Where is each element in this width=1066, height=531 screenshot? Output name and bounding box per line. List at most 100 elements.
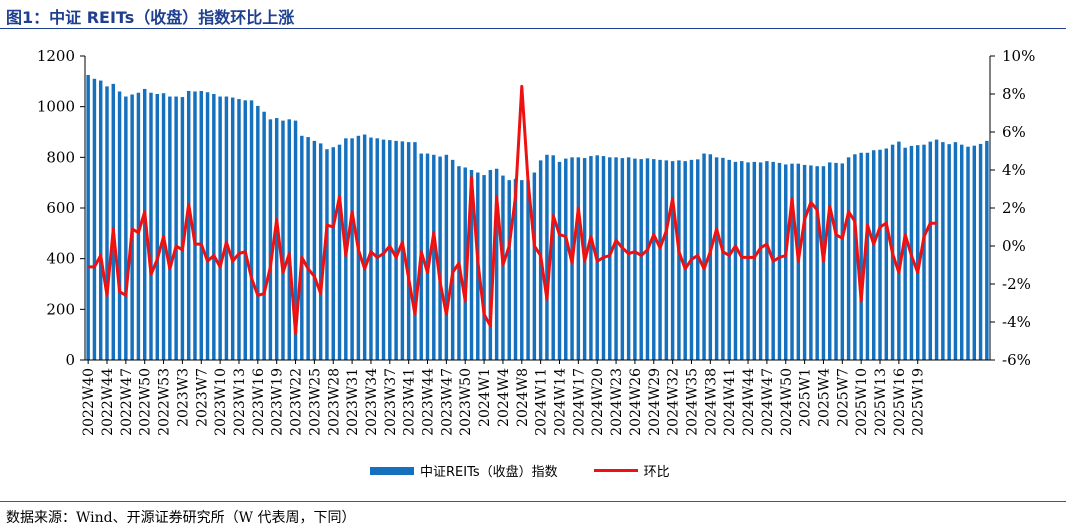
bar-7 [130, 94, 134, 360]
bar-85 [620, 158, 625, 360]
bar-52 [413, 142, 417, 360]
x-tick-label-13: 2023W28 [326, 368, 342, 436]
bar-139 [959, 144, 964, 360]
bar-124 [865, 152, 870, 360]
bar-63 [482, 175, 486, 360]
x-tick-label-10: 2023W19 [270, 368, 286, 436]
bar-10 [149, 92, 153, 360]
source-note: 数据来源：Wind、开源证券研究所（W 代表周，下同） [6, 510, 356, 526]
bar-18 [199, 90, 203, 361]
x-tick-label-25: 2024W14 [553, 368, 569, 436]
bar-107 [758, 162, 763, 360]
bar-2 [98, 80, 103, 360]
bar-76 [564, 158, 568, 360]
line-layer [88, 84, 937, 335]
x-tick-label-6: 2023W7 [194, 368, 210, 427]
bar-127 [884, 148, 889, 360]
bar-134 [928, 141, 933, 360]
x-tick-label-12: 2023W25 [307, 368, 323, 436]
bar-86 [626, 157, 631, 360]
x-tick-label-34: 2024W41 [722, 368, 738, 436]
bar-99 [708, 154, 713, 360]
x-tick-label-5: 2023W3 [175, 368, 191, 427]
bar-34 [300, 135, 304, 360]
bar-102 [727, 159, 731, 360]
bar-133 [922, 144, 926, 360]
bar-27 [256, 105, 260, 360]
bar-55 [432, 154, 436, 360]
bar-66 [501, 175, 505, 360]
x-tick-label-29: 2024W26 [628, 368, 644, 436]
x-tick-label-4: 2022W53 [157, 368, 173, 436]
bar-112 [790, 163, 794, 360]
bar-12 [161, 93, 166, 361]
x-tick-label-19: 2023W47 [439, 368, 455, 436]
bar-143 [985, 140, 989, 360]
bar-88 [639, 159, 643, 360]
bar-25 [243, 100, 247, 360]
bar-64 [488, 170, 493, 360]
legend-swatch-change [593, 469, 638, 472]
bar-101 [721, 157, 725, 360]
bar-119 [834, 162, 838, 360]
bar-65 [494, 168, 499, 360]
x-tick-label-26: 2024W17 [571, 368, 587, 436]
bar-36 [312, 140, 317, 360]
change-line [88, 84, 937, 335]
bar-137 [947, 144, 951, 360]
bar-3 [105, 86, 109, 361]
bar-104 [740, 161, 744, 360]
bar-100 [714, 157, 719, 360]
bar-91 [658, 159, 662, 360]
bar-29 [268, 119, 273, 360]
left-tick-label-2: 400 [46, 250, 75, 268]
x-tick-label-7: 2023W10 [213, 368, 229, 436]
bar-136 [941, 142, 945, 360]
bar-49 [394, 140, 398, 360]
bar-37 [318, 143, 323, 360]
bar-0 [86, 75, 90, 360]
bar-70 [526, 180, 530, 360]
bar-28 [262, 111, 266, 360]
bar-115 [809, 165, 813, 360]
bar-11 [155, 94, 160, 360]
bar-87 [633, 158, 637, 360]
bar-98 [702, 153, 706, 360]
bar-5 [117, 91, 122, 360]
x-tick-label-21: 2024W1 [477, 368, 493, 427]
x-tick-label-32: 2024W35 [684, 368, 700, 436]
bar-68 [513, 178, 518, 360]
bar-33 [293, 120, 298, 360]
bar-123 [859, 152, 863, 360]
right-tick-label-6: 6% [1002, 123, 1026, 141]
bar-121 [846, 157, 851, 360]
bar-105 [746, 162, 750, 360]
bar-39 [331, 147, 335, 360]
right-tick-label-0: -6% [1002, 351, 1031, 369]
bar-83 [608, 157, 612, 360]
x-tick-label-28: 2024W23 [609, 368, 625, 436]
bar-56 [438, 156, 442, 360]
chart-canvas: 0 200 400 600 800 1000 1200 -6% -4% -2% 0% 2% 4% 6% 8%… [37, 47, 1036, 436]
x-tick-label-33: 2024W38 [703, 368, 719, 436]
top-divider [0, 28, 1066, 29]
legend-label-change: 环比 [643, 465, 670, 480]
bar-23 [230, 97, 235, 361]
x-tick-label-23: 2024W8 [515, 368, 531, 427]
x-tick-label-42: 2025W13 [873, 368, 889, 436]
left-tick-label-6: 1200 [37, 47, 75, 65]
chart-title: 图1：中证 REITs（收盘）指数环比上涨 [6, 8, 295, 27]
bar-35 [306, 137, 310, 360]
bar-129 [897, 141, 901, 360]
bar-8 [136, 92, 141, 360]
x-tick-label-18: 2023W44 [421, 368, 437, 436]
bar-117 [821, 166, 826, 360]
x-tick-label-22: 2024W4 [496, 368, 512, 427]
bar-54 [425, 153, 430, 360]
x-tick-label-16: 2023W37 [383, 368, 399, 436]
bar-30 [274, 118, 279, 360]
x-tick-label-14: 2023W31 [345, 368, 361, 436]
x-tick-label-15: 2023W34 [364, 368, 380, 436]
bar-45 [369, 137, 373, 360]
bar-94 [677, 160, 681, 360]
